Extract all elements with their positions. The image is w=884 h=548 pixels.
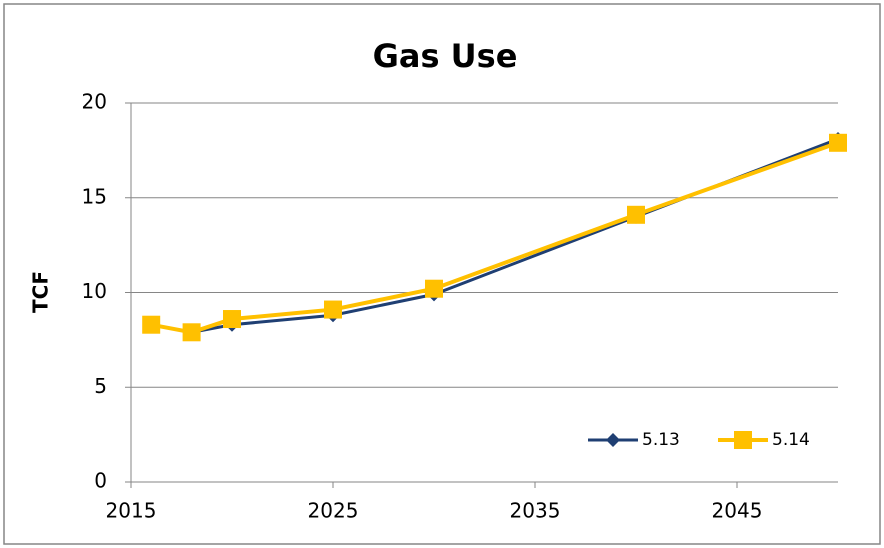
legend-label: 5.13 [642, 430, 680, 450]
y-tick-label: 20 [82, 90, 107, 114]
y-tick-label: 15 [82, 184, 107, 208]
point [627, 205, 645, 224]
legend-label: 5.14 [772, 430, 810, 450]
y-axis-label: TCF [29, 271, 53, 313]
legend-marker [606, 433, 620, 447]
x-tick-label: 2025 [308, 499, 359, 523]
x-tick-label: 2045 [712, 499, 763, 523]
y-tick-label: 0 [94, 469, 107, 493]
x-tick-label: 2035 [510, 499, 561, 523]
point [829, 133, 847, 152]
point [425, 279, 443, 298]
point [182, 323, 201, 342]
chart-frame [3, 3, 881, 545]
point [142, 315, 161, 334]
y-tick-label: 10 [82, 279, 107, 303]
point [223, 310, 241, 329]
y-tick-label: 5 [94, 374, 107, 398]
point [324, 300, 342, 319]
chart-title: Gas Use [373, 37, 518, 75]
legend-marker [734, 431, 752, 449]
x-tick-label: 2015 [106, 499, 157, 523]
